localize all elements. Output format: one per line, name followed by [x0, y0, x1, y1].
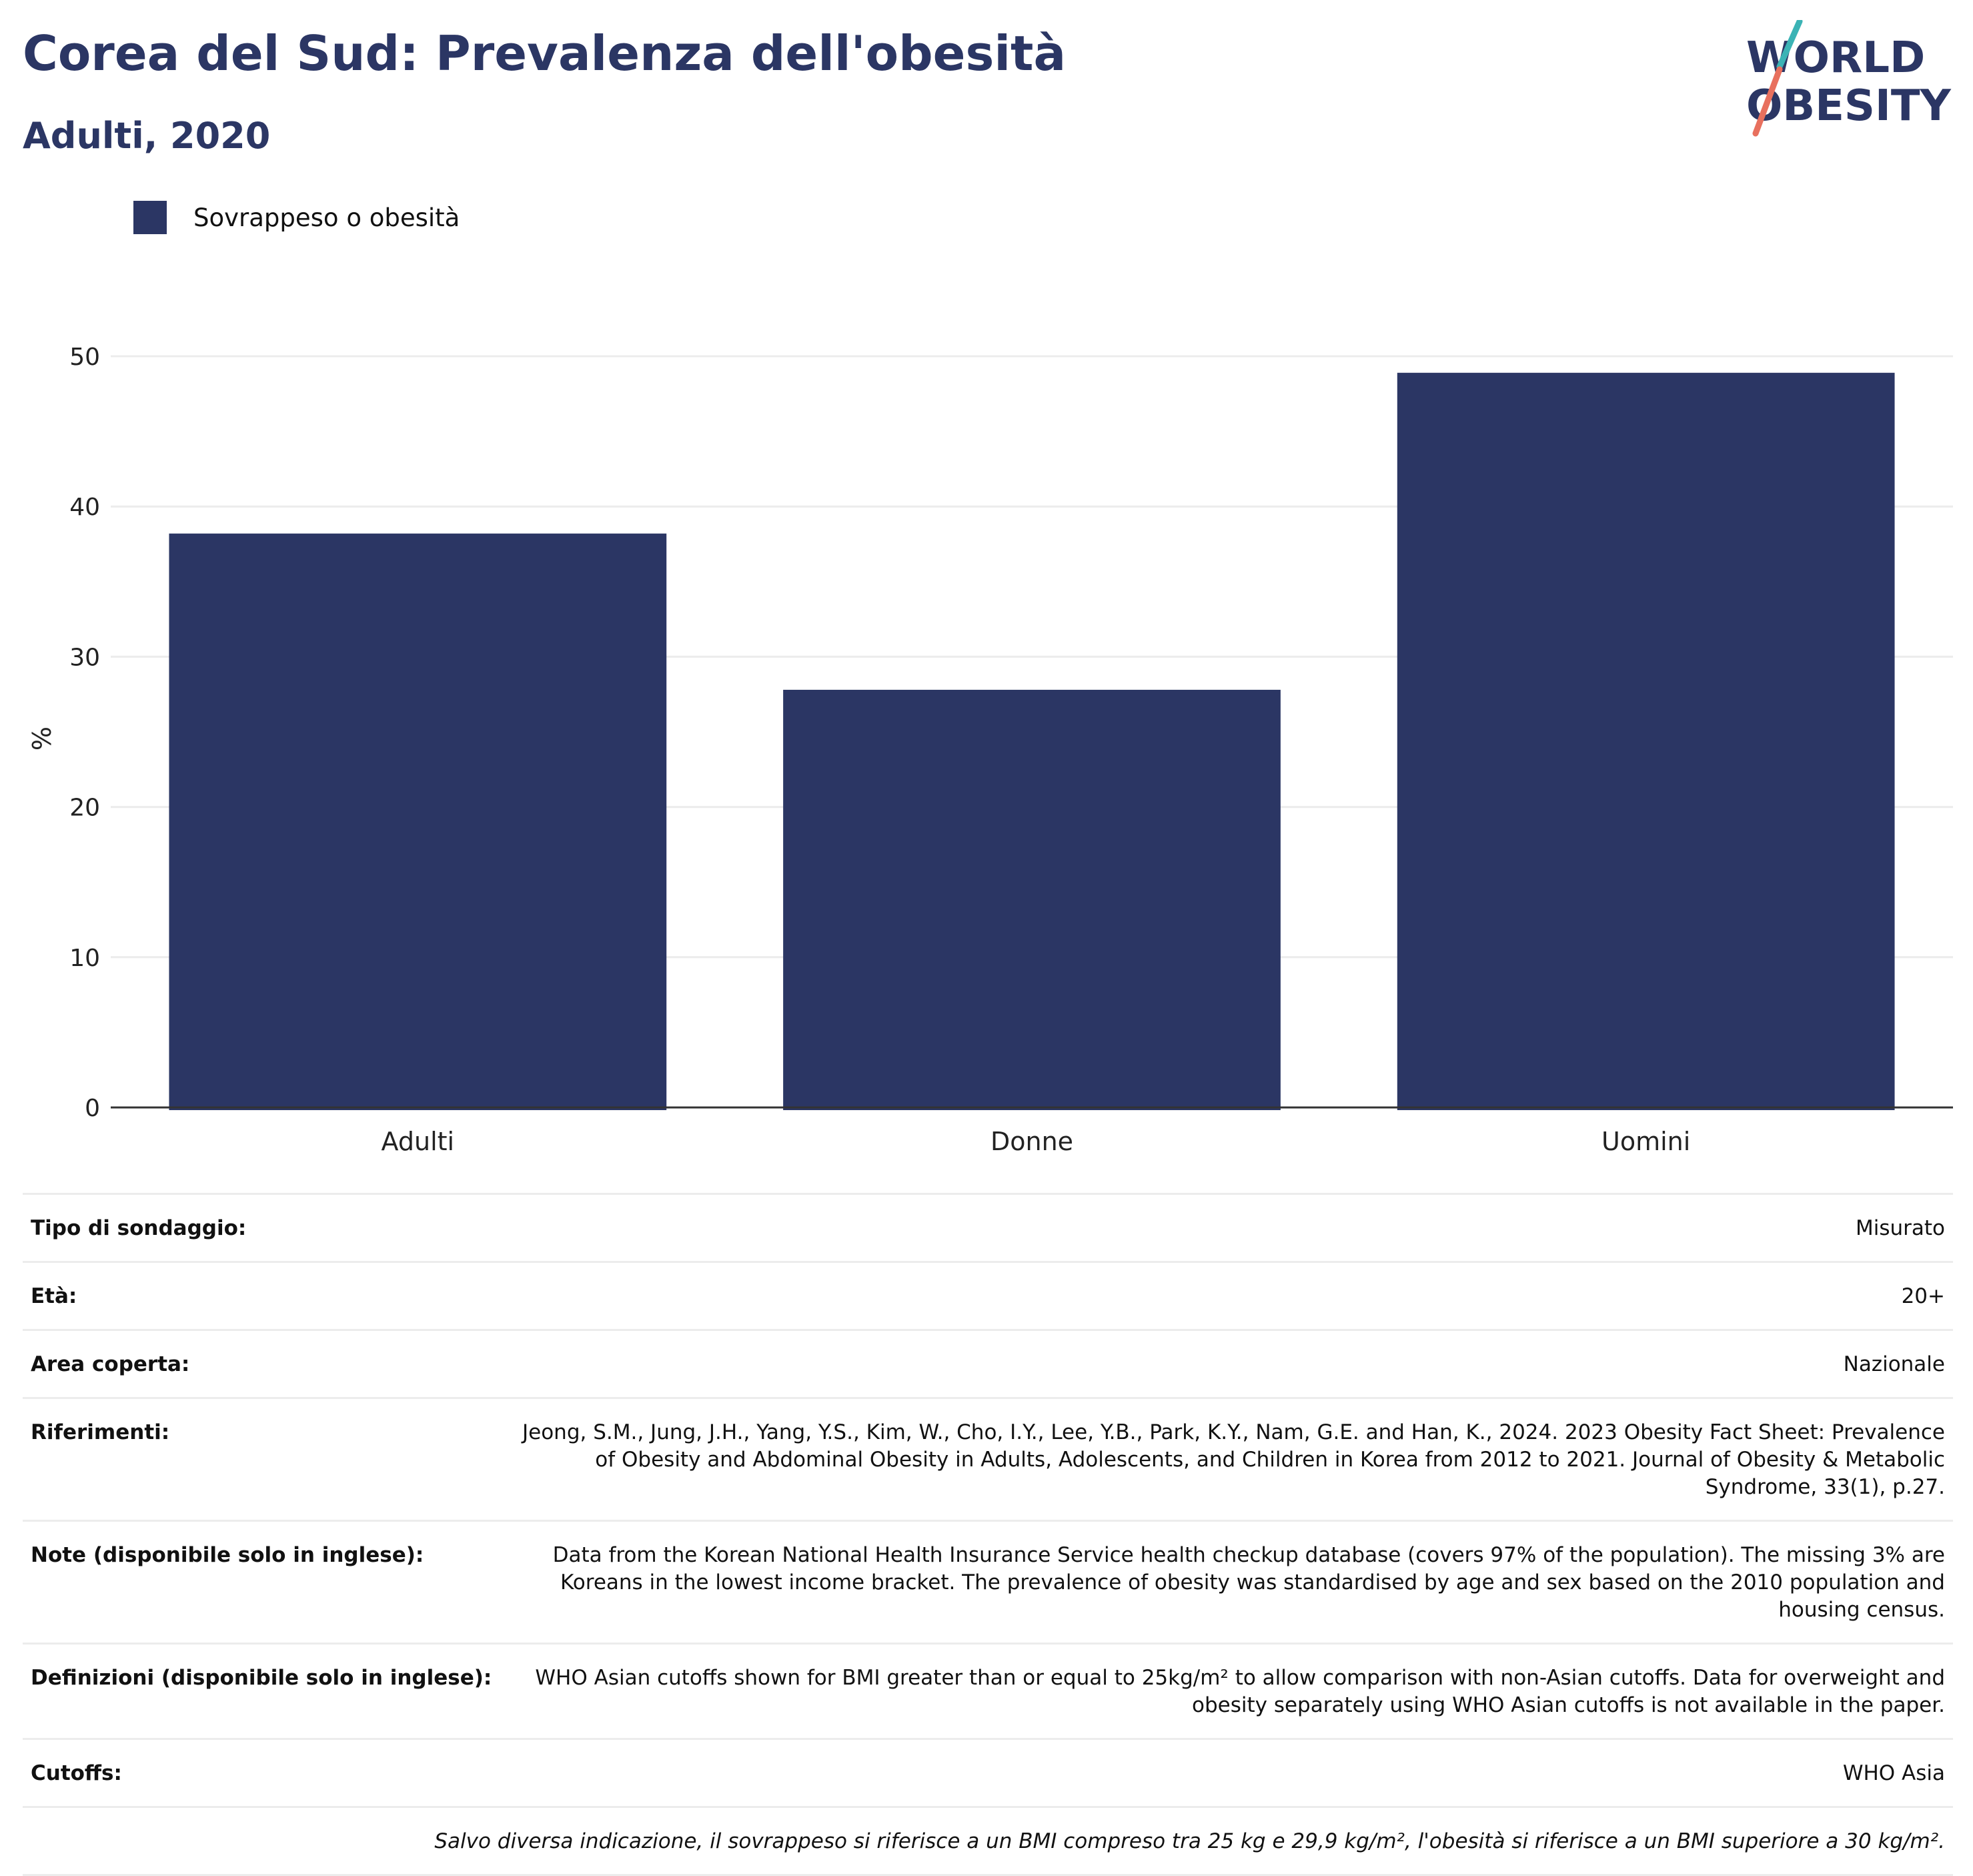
info-row: Età: 20+ [23, 1263, 1953, 1331]
legend-swatch [133, 201, 167, 234]
logo-slash-teal [1776, 20, 1803, 70]
y-tick-label: 30 [69, 644, 100, 671]
logo-line2: OBESITY [1746, 81, 1951, 131]
info-key: Tipo di sondaggio: [31, 1216, 247, 1240]
info-value: Misurato [1855, 1216, 1945, 1240]
info-value: Jeong, S.M., Jung, J.H., Yang, Y.S., Kim… [522, 1420, 1945, 1499]
info-value: Data from the Korean National Health Ins… [552, 1543, 1945, 1622]
y-tick-label: 40 [69, 494, 100, 521]
info-footnote-row: Salvo diversa indicazione, il sovrappeso… [23, 1808, 1953, 1876]
info-value: WHO Asia [1842, 1761, 1945, 1785]
info-row: Note (disponibile solo in inglese): Data … [23, 1522, 1953, 1645]
y-tick-label: 10 [69, 945, 100, 972]
page-subtitle: Adulti, 2020 [23, 115, 271, 157]
x-tick-label: Donne [991, 1127, 1073, 1156]
bar [783, 689, 1281, 1110]
y-tick-label: 20 [69, 795, 100, 822]
chart-legend: Sovrappeso o obesità [133, 200, 460, 235]
info-footnote: Salvo diversa indicazione, il sovrappeso… [434, 1829, 1945, 1853]
logo-line1: WORLD [1746, 33, 1925, 83]
info-key: Definizioni (disponibile solo in inglese… [31, 1666, 492, 1690]
y-tick-label: 0 [85, 1095, 100, 1122]
world-obesity-logo: WORLD OBESITY [1746, 20, 1951, 137]
x-tick-label: Adulti [382, 1127, 455, 1156]
info-row: Tipo di sondaggio: Misurato [23, 1195, 1953, 1263]
info-value: Nazionale [1843, 1352, 1945, 1376]
info-row: Definizioni (disponibile solo in inglese… [23, 1645, 1953, 1740]
x-tick-label: Uomini [1601, 1127, 1690, 1156]
info-row: Cutoffs: WHO Asia [23, 1740, 1953, 1808]
info-key: Riferimenti: [31, 1420, 170, 1444]
info-key: Note (disponibile solo in inglese): [31, 1543, 424, 1567]
info-row: Riferimenti: Jeong, S.M., Jung, J.H., Yan… [23, 1399, 1953, 1522]
legend-label: Sovrappeso o obesità [193, 203, 460, 232]
y-axis-label: % [27, 727, 57, 751]
info-value: 20+ [1901, 1284, 1945, 1308]
info-value: WHO Asian cutoffs shown for BMI greater … [535, 1666, 1945, 1717]
info-key: Cutoffs: [31, 1761, 122, 1785]
info-key: Area coperta: [31, 1352, 190, 1376]
logo-slash-coral [1752, 66, 1783, 137]
bar [169, 533, 667, 1110]
info-key: Età: [31, 1284, 77, 1308]
page-title: Corea del Sud: Prevalenza dell'obesità [23, 25, 1067, 81]
y-tick-label: 50 [69, 344, 100, 371]
info-row: Area coperta: Nazionale [23, 1331, 1953, 1399]
bar-chart: 0 10 20 30 40 50 Adulti Donne Uomini% [27, 344, 1953, 1156]
info-table: Tipo di sondaggio: Misurato Età: 20+ Area co… [23, 1193, 1953, 1876]
bar [1397, 372, 1895, 1110]
